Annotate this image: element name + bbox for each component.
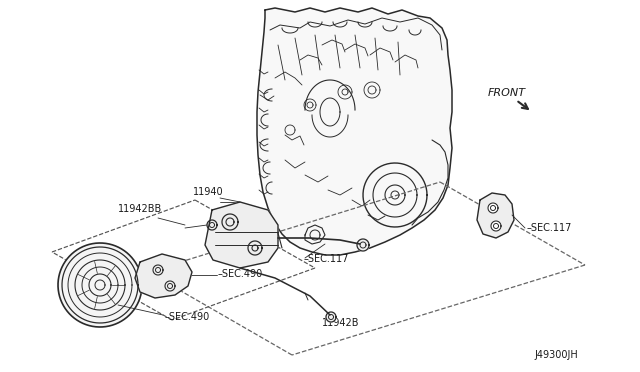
Polygon shape: [135, 254, 192, 298]
Polygon shape: [58, 243, 142, 327]
Polygon shape: [357, 239, 369, 251]
Text: 11942B: 11942B: [322, 318, 360, 328]
Polygon shape: [488, 203, 498, 213]
Text: 11940: 11940: [193, 187, 223, 197]
Polygon shape: [326, 312, 336, 322]
Text: –SEC.117: –SEC.117: [527, 223, 572, 233]
Polygon shape: [477, 193, 514, 238]
Text: –SEC.490: –SEC.490: [165, 312, 211, 322]
Polygon shape: [257, 8, 452, 255]
Text: –SEC.490: –SEC.490: [218, 269, 263, 279]
Text: FRONT: FRONT: [488, 88, 526, 98]
Text: –SEC.117: –SEC.117: [304, 254, 349, 264]
Polygon shape: [205, 202, 278, 268]
Text: 11942BB: 11942BB: [118, 204, 163, 214]
Polygon shape: [491, 221, 501, 231]
Text: J49300JH: J49300JH: [534, 350, 578, 360]
